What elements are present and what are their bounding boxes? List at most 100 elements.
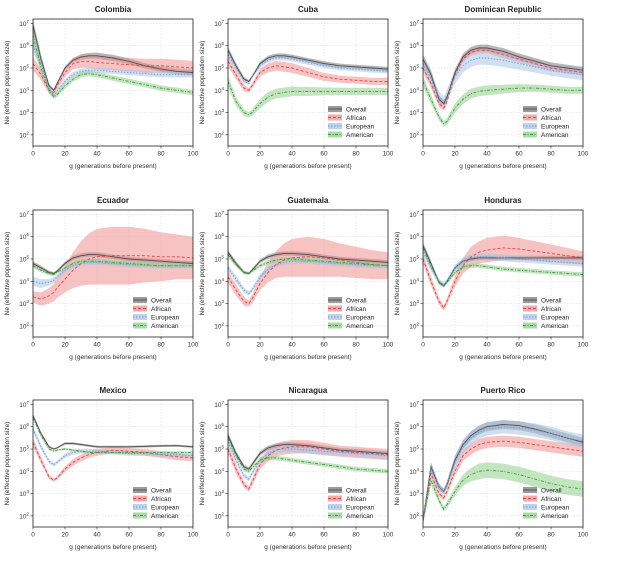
- y-tick-label: 106: [19, 41, 29, 50]
- y-tick-label: 103: [19, 108, 29, 117]
- y-tick-label: 102: [214, 321, 224, 330]
- x-tick-label: 100: [188, 342, 199, 349]
- y-tick-label: 107: [409, 210, 419, 219]
- x-tick-label: 40: [483, 532, 491, 539]
- y-axis-label: Ne (effective population size): [394, 422, 401, 506]
- x-tick-label: 20: [256, 532, 264, 539]
- x-tick-label: 0: [421, 151, 425, 158]
- x-tick-label: 100: [578, 532, 589, 539]
- band-european: [228, 439, 388, 482]
- y-tick-label: 103: [409, 299, 419, 308]
- y-tick-label: 102: [214, 130, 224, 139]
- x-tick-label: 100: [578, 342, 589, 349]
- y-tick-label: 103: [409, 108, 419, 117]
- y-tick-label: 107: [19, 210, 29, 219]
- series-line-overall: [33, 254, 193, 274]
- legend-label-overall: Overall: [151, 487, 172, 494]
- band-european: [228, 258, 388, 296]
- band-american: [423, 462, 583, 526]
- x-tick-label: 80: [157, 532, 165, 539]
- band-american: [33, 25, 193, 100]
- chart-panel-honduras: Honduras 0 20 40 60 80 100 102 103 104 105 106 107 g …: [394, 196, 589, 361]
- legend-label-african: African: [541, 496, 562, 503]
- x-tick-label: 80: [352, 342, 360, 349]
- x-tick-label: 40: [93, 532, 101, 539]
- y-tick-label: 104: [19, 277, 29, 286]
- legend-label-african: African: [151, 306, 172, 313]
- series-line-european: [423, 252, 583, 286]
- legend-label-african: African: [346, 306, 367, 313]
- y-tick-label: 104: [214, 277, 224, 286]
- y-axis-label: Ne (effective population size): [199, 422, 206, 506]
- chart-panel-dominican-republic: Dominican Republic 0 20 40 60 80 100 102 103 104 1…: [394, 5, 589, 170]
- panel-title: Colombia: [95, 5, 132, 14]
- x-tick-label: 20: [61, 342, 69, 349]
- x-tick-label: 80: [547, 342, 555, 349]
- legend-label-overall: Overall: [541, 106, 562, 113]
- band-overall: [228, 249, 388, 275]
- y-tick-label: 104: [19, 467, 29, 476]
- y-tick-label: 106: [214, 232, 224, 241]
- legend-label-european: European: [541, 504, 570, 511]
- x-tick-label: 100: [188, 151, 199, 158]
- series-line-african: [228, 446, 388, 490]
- x-tick-label: 40: [288, 151, 296, 158]
- plot-frame: [422, 399, 584, 528]
- y-tick-label: 102: [19, 321, 29, 330]
- y-tick-label: 102: [409, 511, 419, 520]
- plot-frame: [32, 18, 194, 147]
- x-tick-label: 100: [578, 151, 589, 158]
- panel-title: Cuba: [298, 5, 319, 14]
- series-line-american: [423, 247, 583, 287]
- plot-series-group: [228, 236, 388, 307]
- series-line-european: [33, 261, 193, 284]
- series-line-european: [423, 426, 583, 521]
- y-axis-label: Ne (effective population size): [199, 41, 206, 125]
- legend-label-european: European: [346, 314, 375, 321]
- series-line-american: [423, 81, 583, 125]
- series-line-european: [228, 54, 388, 85]
- band-african: [423, 435, 583, 525]
- chart-panel-ecuador: Ecuador 0 20 40 60 80 100 102 103 104 105 106 107 g (…: [4, 196, 199, 361]
- series-line-american: [228, 437, 388, 472]
- x-tick-label: 0: [226, 342, 230, 349]
- y-tick-label: 103: [214, 108, 224, 117]
- legend-label-american: American: [346, 323, 374, 330]
- x-axis-label: g (generations before present): [264, 163, 351, 170]
- plot-series-group: [423, 235, 583, 311]
- legend-label-european: European: [151, 504, 180, 511]
- legend-label-european: European: [346, 123, 375, 130]
- plot-series-group: [423, 420, 583, 526]
- y-tick-label: 102: [19, 130, 29, 139]
- band-american: [228, 434, 388, 474]
- panel-title: Mexico: [99, 386, 126, 395]
- series-line-african: [33, 60, 193, 94]
- band-african: [33, 54, 193, 96]
- x-tick-label: 60: [320, 532, 328, 539]
- x-tick-label: 0: [226, 151, 230, 158]
- panel-title: Honduras: [484, 196, 522, 205]
- band-african: [228, 236, 388, 307]
- x-tick-label: 40: [483, 342, 491, 349]
- legend-label-african: African: [346, 496, 367, 503]
- band-overall: [33, 20, 193, 92]
- x-tick-label: 0: [421, 532, 425, 539]
- plot-series-group: [33, 20, 193, 100]
- plot-frame: [32, 209, 194, 338]
- x-tick-label: 40: [288, 532, 296, 539]
- y-tick-label: 104: [214, 86, 224, 95]
- x-tick-label: 40: [483, 151, 491, 158]
- y-tick-label: 105: [409, 64, 419, 73]
- series-line-american: [33, 34, 193, 98]
- y-tick-label: 103: [19, 489, 29, 498]
- series-line-european: [228, 260, 388, 295]
- series-line-african: [423, 247, 583, 309]
- x-tick-label: 60: [125, 532, 133, 539]
- x-tick-label: 60: [515, 342, 523, 349]
